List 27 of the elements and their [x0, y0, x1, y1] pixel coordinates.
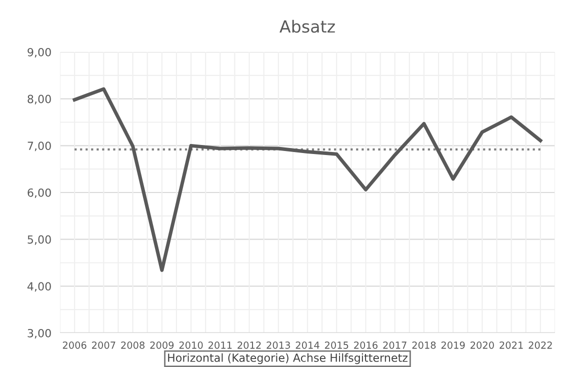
x-tick-label: 2015 [324, 342, 348, 349]
x-tick-label: 2020 [470, 342, 494, 349]
x-tick-label: 2011 [208, 342, 232, 349]
x-tick-label: 2016 [354, 342, 378, 349]
x-tick-label: 2012 [238, 342, 261, 349]
x-tick-label: 2018 [412, 342, 436, 349]
y-tick-label: 5,00 [28, 235, 51, 245]
text: Horizontal (Kategorie) Achse Hilfsgitternetz [168, 353, 408, 364]
y-tick-label: 7,00 [28, 142, 51, 152]
x-tick-label: 2021 [500, 342, 523, 349]
y-tick-label: 4,00 [27, 282, 51, 292]
x-tick-label: 2013 [266, 342, 290, 349]
x-tick-label: 2010 [179, 342, 203, 349]
x-tick-label: 2022 [528, 342, 552, 349]
x-tick-label: 2009 [150, 342, 174, 349]
x-tick-label: 2008 [121, 342, 144, 349]
y-tick-label: 6,00 [28, 188, 51, 198]
x-tick-label: 2007 [92, 342, 116, 349]
y-tick-label: 8,00 [28, 94, 51, 104]
y-tick-label: 9,00 [28, 48, 51, 58]
line-series [72, 87, 542, 272]
x-tick-label: 2019 [441, 342, 465, 349]
x-tick-label: 2006 [62, 342, 86, 349]
y-tick-label: 3,00 [28, 328, 51, 339]
x-tick-label: 2017 [383, 342, 406, 349]
chart-title: Absatz [280, 20, 335, 33]
x-tick-label: 2014 [296, 342, 320, 349]
